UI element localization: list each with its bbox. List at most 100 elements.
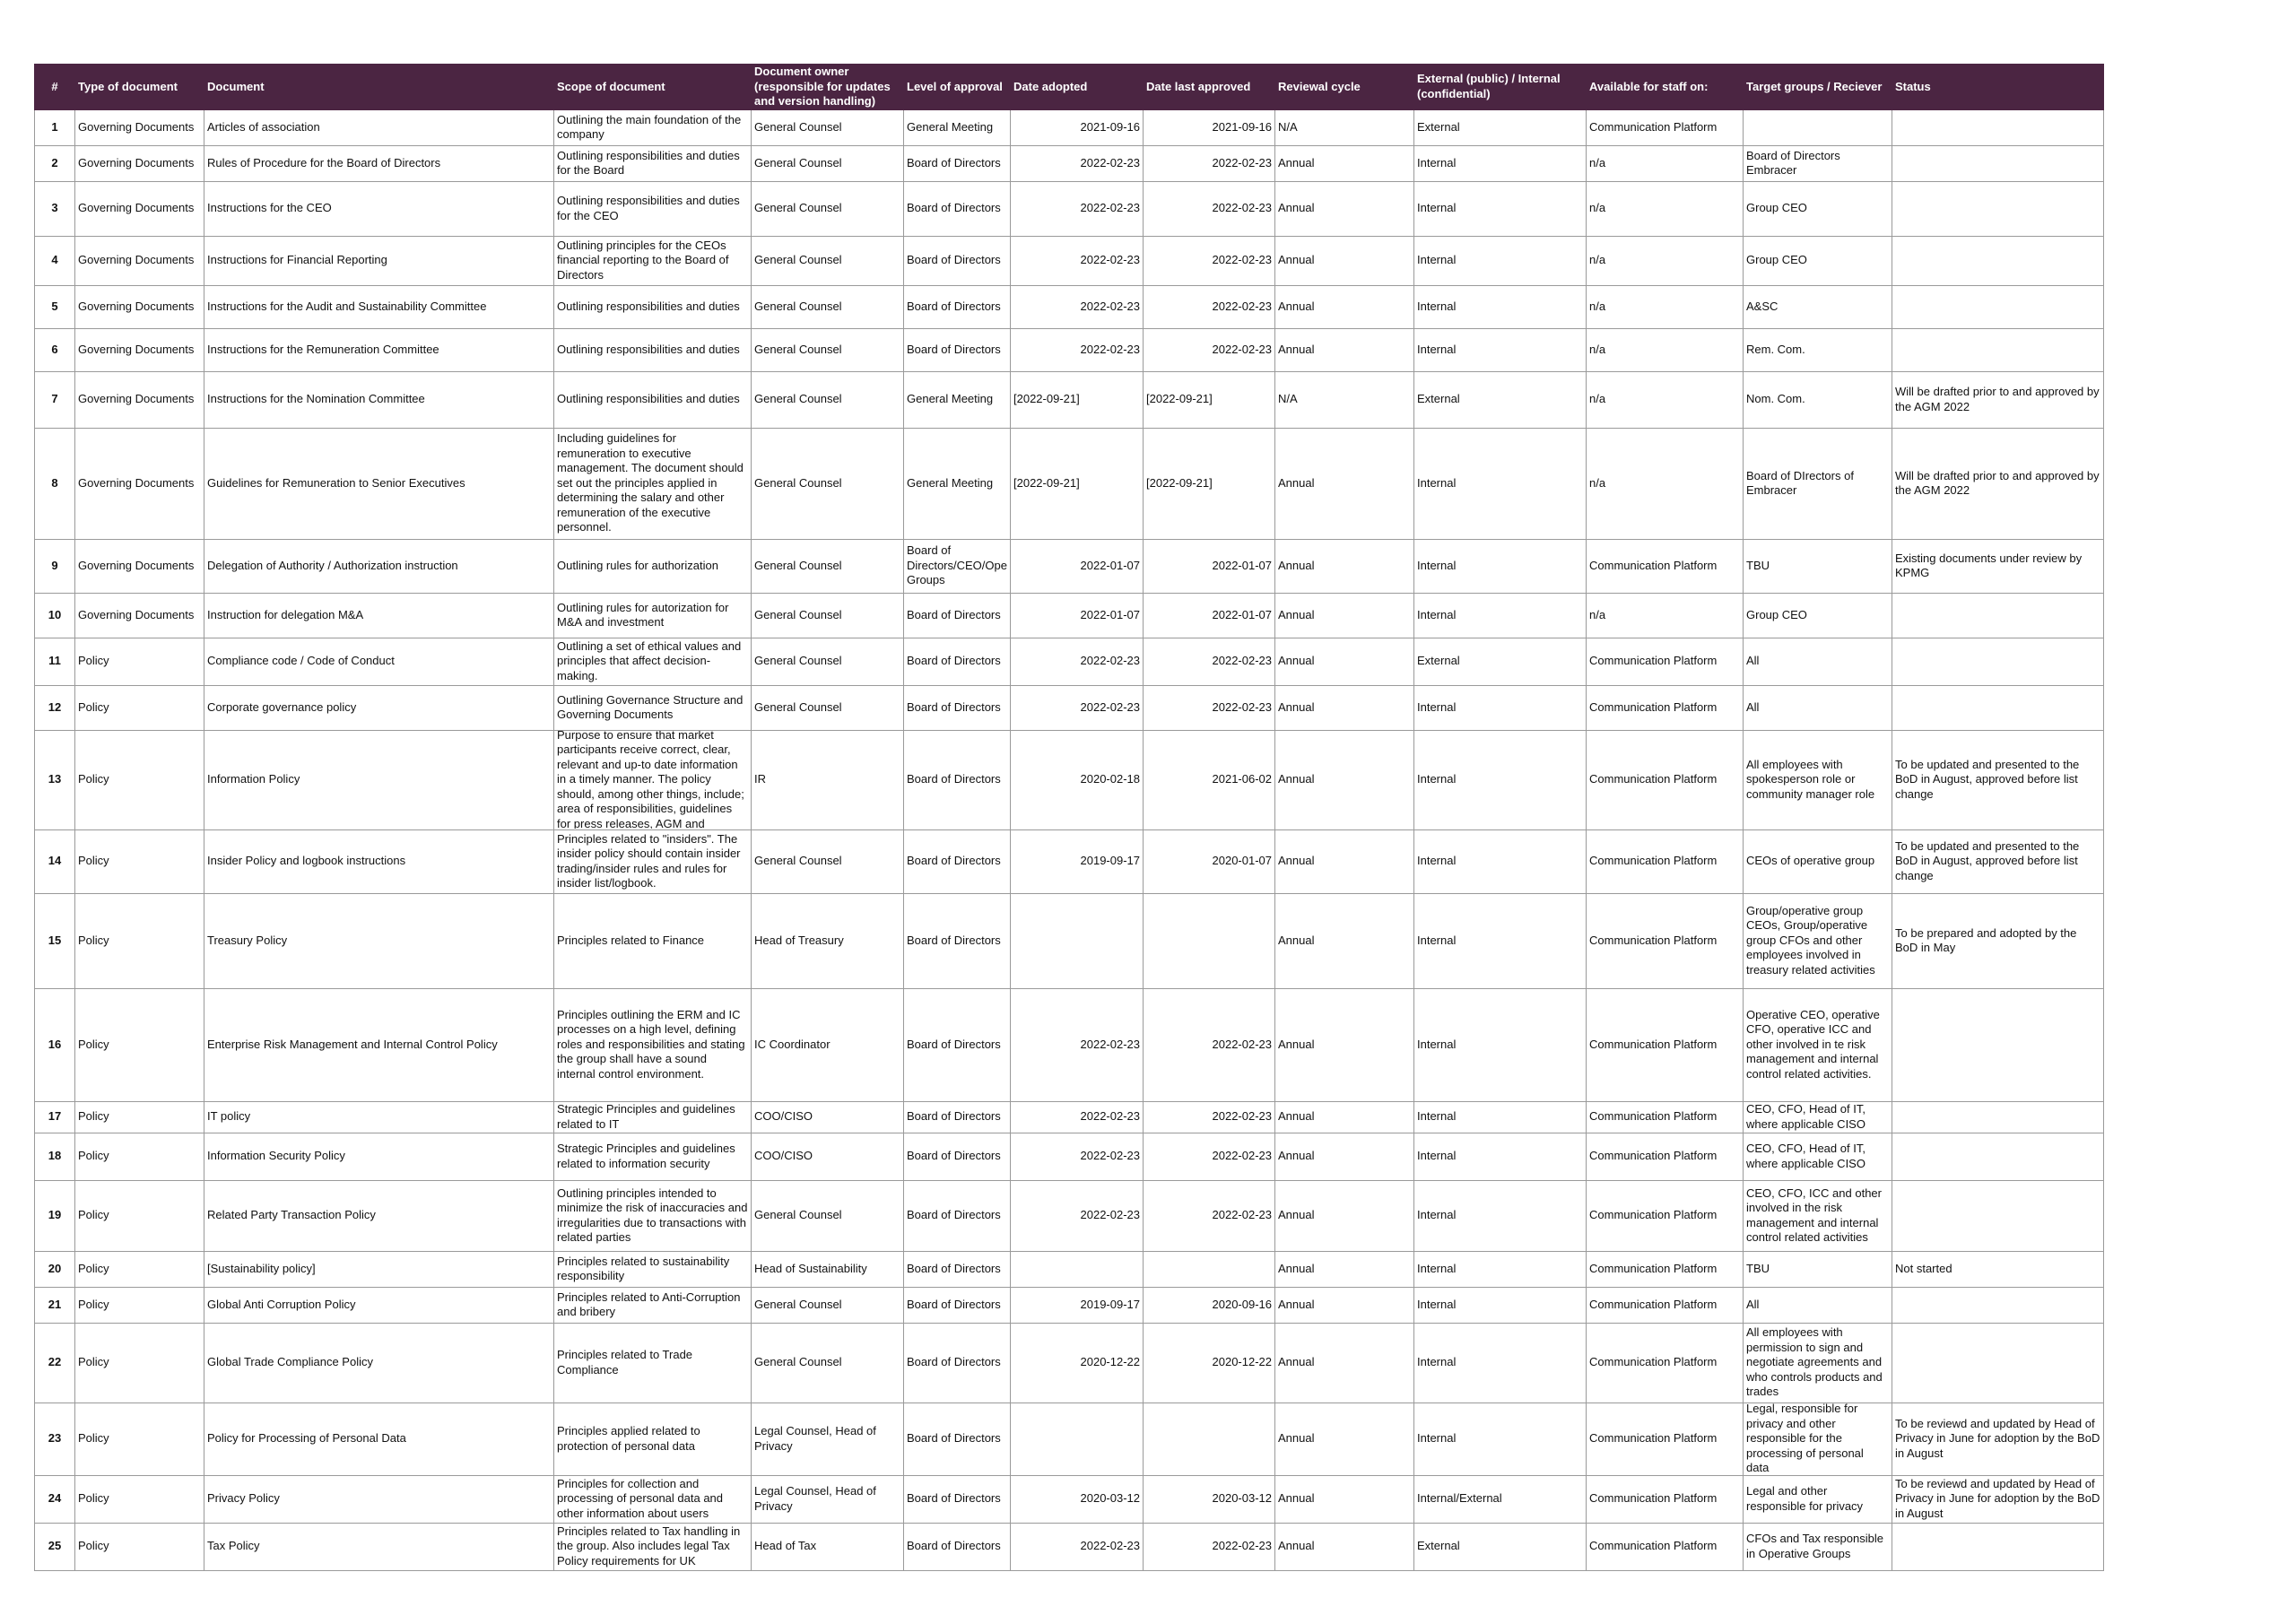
cell-text: 2022-02-23: [1212, 155, 1273, 169]
table-row: 11 Policy Compliance code / Code of Conduc…: [34, 637, 2104, 686]
cell-text: General Counsel: [754, 854, 842, 868]
table-cell: n/a: [1586, 370, 1744, 429]
table-cell: Global Trade Compliance Policy: [204, 1322, 554, 1403]
table-cell: [1010, 892, 1144, 989]
table-cell: To be reviewd and updated by Head of Pri…: [1892, 1402, 2104, 1476]
cell-text: Annual: [1278, 1431, 1315, 1446]
cell-text: N/A: [1278, 392, 1298, 406]
table-cell: 23: [34, 1402, 75, 1476]
cell-text: Policy: [78, 1431, 109, 1446]
table-cell: General Counsel: [751, 538, 904, 594]
cell-text: Outlining rules for authorization: [557, 558, 718, 572]
cell-text: Outlining principles for the CEOs financ…: [557, 238, 729, 282]
table-cell: Principles applied related to protection…: [553, 1402, 752, 1476]
cell-text: Internal: [1417, 1431, 1457, 1446]
cell-text: Guidelines for Remuneration to Senior Ex…: [207, 475, 465, 490]
cell-text: Principles outlining the ERM and IC proc…: [557, 1007, 745, 1081]
table-row: 18 Policy Information Security Policy Strat…: [34, 1132, 2104, 1181]
cell-text: 2022-02-23: [1080, 699, 1141, 714]
cell-text: Rules of Procedure for the Board of Dire…: [207, 155, 441, 169]
table-cell: Outlining principles intended to minimiz…: [553, 1179, 752, 1252]
cell-text: Annual: [1278, 1297, 1315, 1311]
table-cell: Governing Documents: [74, 538, 204, 594]
table-cell: 2022-01-07: [1010, 538, 1144, 594]
table-cell: Board of Directors: [903, 144, 1011, 182]
table-cell: Board of Directors: [903, 1474, 1011, 1524]
cell-text: Communication Platform: [1589, 1261, 1718, 1275]
table-row: 14 Policy Insider Policy and logbook instr…: [34, 829, 2104, 894]
table-cell: Outlining Governance Structure and Gover…: [553, 684, 752, 731]
cell-text: 2022-01-07: [1080, 558, 1141, 572]
table-cell: General Counsel: [751, 592, 904, 638]
cell-text: Legal Counsel, Head of Privacy: [754, 1424, 876, 1453]
table-cell: Policy: [74, 1100, 204, 1133]
table-cell: Board of Directors Embracer: [1743, 144, 1892, 182]
table-cell: 2022-02-23: [1010, 180, 1144, 237]
cell-text: Annual: [1278, 1355, 1315, 1369]
cell-text: Internal: [1417, 1261, 1457, 1275]
cell-text: 17: [48, 1109, 62, 1124]
cell-text: Group CEO: [1746, 201, 1807, 215]
table-row: 20 Policy [Sustainability policy] Principle…: [34, 1250, 2104, 1288]
table-cell: [1892, 1286, 2104, 1324]
table-cell: IT policy: [204, 1100, 554, 1133]
table-cell: Policy: [74, 1402, 204, 1476]
table-cell: All: [1743, 637, 1892, 686]
cell-text: Annual: [1278, 772, 1315, 786]
cell-text: Not started: [1895, 1261, 1952, 1275]
cell-text: Communication Platform: [1589, 933, 1718, 947]
cell-text: General Counsel: [754, 607, 842, 621]
table-cell: Governing Documents: [74, 109, 204, 146]
cell-text: 2022-02-23: [1212, 1208, 1273, 1222]
table-cell: Internal: [1413, 987, 1587, 1102]
table-cell: Annual: [1274, 829, 1414, 894]
table-cell: Annual: [1274, 144, 1414, 182]
table-cell: Principles related to Tax handling in th…: [553, 1522, 752, 1571]
cell-text: n/a: [1589, 342, 1606, 356]
table-cell: Governing Documents: [74, 284, 204, 329]
cell-text: Annual: [1278, 475, 1315, 490]
table-cell: Principles related to Finance: [553, 892, 752, 989]
table-cell: General Counsel: [751, 284, 904, 329]
cell-text: CEO, CFO, Head of IT, where applicable C…: [1746, 1102, 1866, 1131]
cell-text: Policy: [78, 933, 109, 947]
table-row: 9 Governing Documents Delegation of Author…: [34, 538, 2104, 594]
cell-text: Internal: [1417, 854, 1457, 868]
table-row: 8 Governing Documents Guidelines for Remun…: [34, 427, 2104, 540]
cell-text: 2022-02-23: [1080, 1109, 1141, 1124]
table-cell: 2022-02-23: [1143, 180, 1275, 237]
cell-text: Annual: [1278, 1539, 1315, 1553]
table-cell: n/a: [1586, 235, 1744, 286]
cell-text: To be updated and presented to the BoD i…: [1895, 838, 2080, 882]
table-cell: Communication Platform: [1586, 1322, 1744, 1403]
cell-text: Board of Directors/CEO/Operative Groups: [907, 543, 1007, 587]
table-cell: Internal: [1413, 592, 1587, 638]
cell-text: 2: [51, 155, 58, 169]
cell-text: General Counsel: [754, 253, 842, 267]
table-row: 21 Policy Global Anti Corruption Policy Pri…: [34, 1286, 2104, 1324]
table-cell: 2020-03-12: [1010, 1474, 1144, 1524]
table-cell: External: [1413, 637, 1587, 686]
table-cell: Instructions for the Nomination Committe…: [204, 370, 554, 429]
table-cell: Policy: [74, 1322, 204, 1403]
cell-text: External: [1417, 654, 1460, 668]
cell-text: Board of Directors: [907, 699, 1001, 714]
table-cell: Annual: [1274, 327, 1414, 372]
cell-text: Group CEO: [1746, 607, 1807, 621]
table-cell: To be reviewd and updated by Head of Pri…: [1892, 1474, 2104, 1524]
cell-text: 8: [51, 475, 58, 490]
cell-text: Annual: [1278, 155, 1315, 169]
table-cell: General Counsel: [751, 144, 904, 182]
table-cell: Global Anti Corruption Policy: [204, 1286, 554, 1324]
table-cell: 7: [34, 370, 75, 429]
table-cell: TBU: [1743, 538, 1892, 594]
table-cell: 2022-02-23: [1010, 1100, 1144, 1133]
cell-text: Policy: [78, 1539, 109, 1553]
cell-text: Information Policy: [207, 772, 300, 786]
table-cell: Head of Sustainability: [751, 1250, 904, 1288]
cell-text: Principles related to Trade Compliance: [557, 1348, 693, 1376]
cell-text: Internal: [1417, 1149, 1457, 1163]
cell-text: Policy: [78, 854, 109, 868]
cell-text: General Meeting: [907, 475, 994, 490]
table-cell: Principles related to Anti-Corruption an…: [553, 1286, 752, 1324]
